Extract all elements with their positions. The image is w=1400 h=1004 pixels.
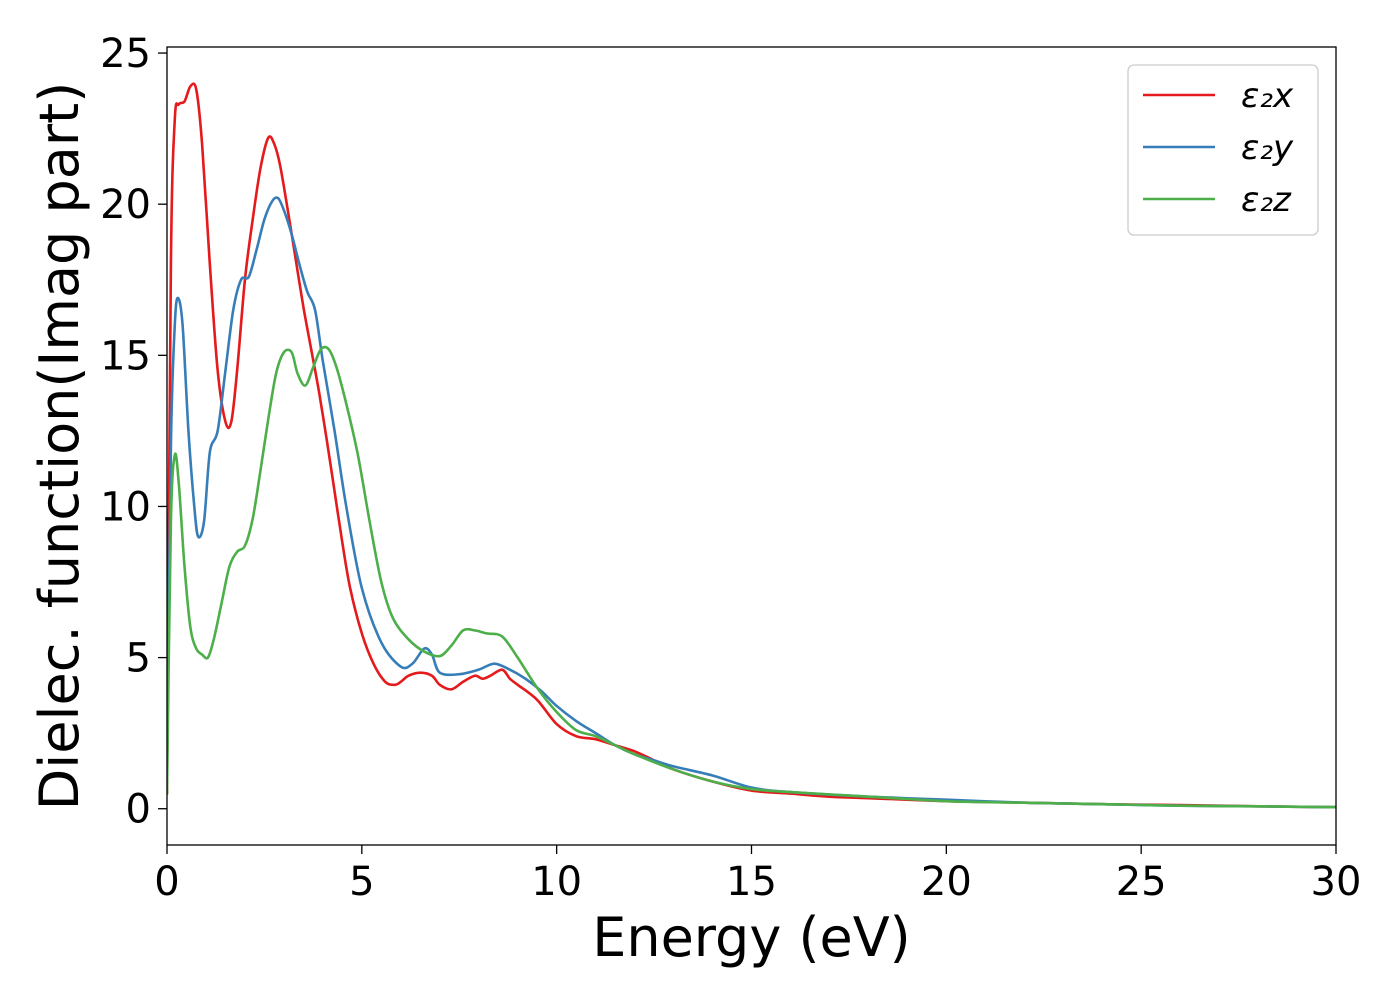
plot-lines — [167, 82, 1336, 809]
x-axis-ticks: 0 5 10 15 20 25 30 — [154, 845, 1361, 905]
x-tick-label: 10 — [531, 859, 582, 905]
series-line-3 — [167, 345, 1336, 809]
x-tick-label: 20 — [921, 859, 972, 905]
legend-label: ε₂x — [1241, 76, 1294, 116]
x-tick-label: 25 — [1116, 859, 1167, 905]
y-tick-label: 25 — [100, 31, 151, 77]
series-line-2 — [167, 196, 1336, 809]
y-tick-label: 20 — [100, 182, 151, 228]
x-tick-label: 30 — [1311, 859, 1362, 905]
legend-label: ε₂y — [1241, 128, 1294, 168]
x-tick-label: 5 — [349, 859, 374, 905]
y-axis-label: Dielec. function(Imag part) — [28, 82, 91, 811]
y-tick-label: 15 — [100, 333, 151, 379]
x-tick-label: 15 — [726, 859, 777, 905]
legend-box — [1127, 64, 1319, 236]
x-tick-label: 0 — [154, 859, 179, 905]
y-tick-label: 10 — [100, 484, 151, 530]
y-tick-label: 0 — [126, 787, 151, 833]
y-axis-ticks: 0 5 10 15 20 25 — [100, 31, 167, 833]
x-axis-label: Energy (eV) — [592, 906, 911, 969]
legend-label: ε₂z — [1241, 180, 1292, 220]
legend: ε₂x ε₂y ε₂z — [1127, 64, 1319, 236]
y-tick-label: 5 — [126, 636, 151, 682]
